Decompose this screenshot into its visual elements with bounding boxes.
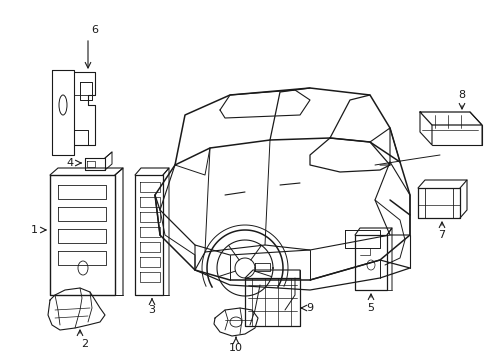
Text: 6: 6 xyxy=(91,25,98,35)
Text: 3: 3 xyxy=(148,305,155,315)
Text: 8: 8 xyxy=(458,90,465,100)
Text: 1: 1 xyxy=(30,225,38,235)
Text: 4: 4 xyxy=(66,158,73,168)
Text: 10: 10 xyxy=(228,343,243,353)
Text: 9: 9 xyxy=(306,303,313,313)
Text: 5: 5 xyxy=(367,303,374,313)
Text: 2: 2 xyxy=(81,339,88,349)
Text: 7: 7 xyxy=(438,230,445,240)
